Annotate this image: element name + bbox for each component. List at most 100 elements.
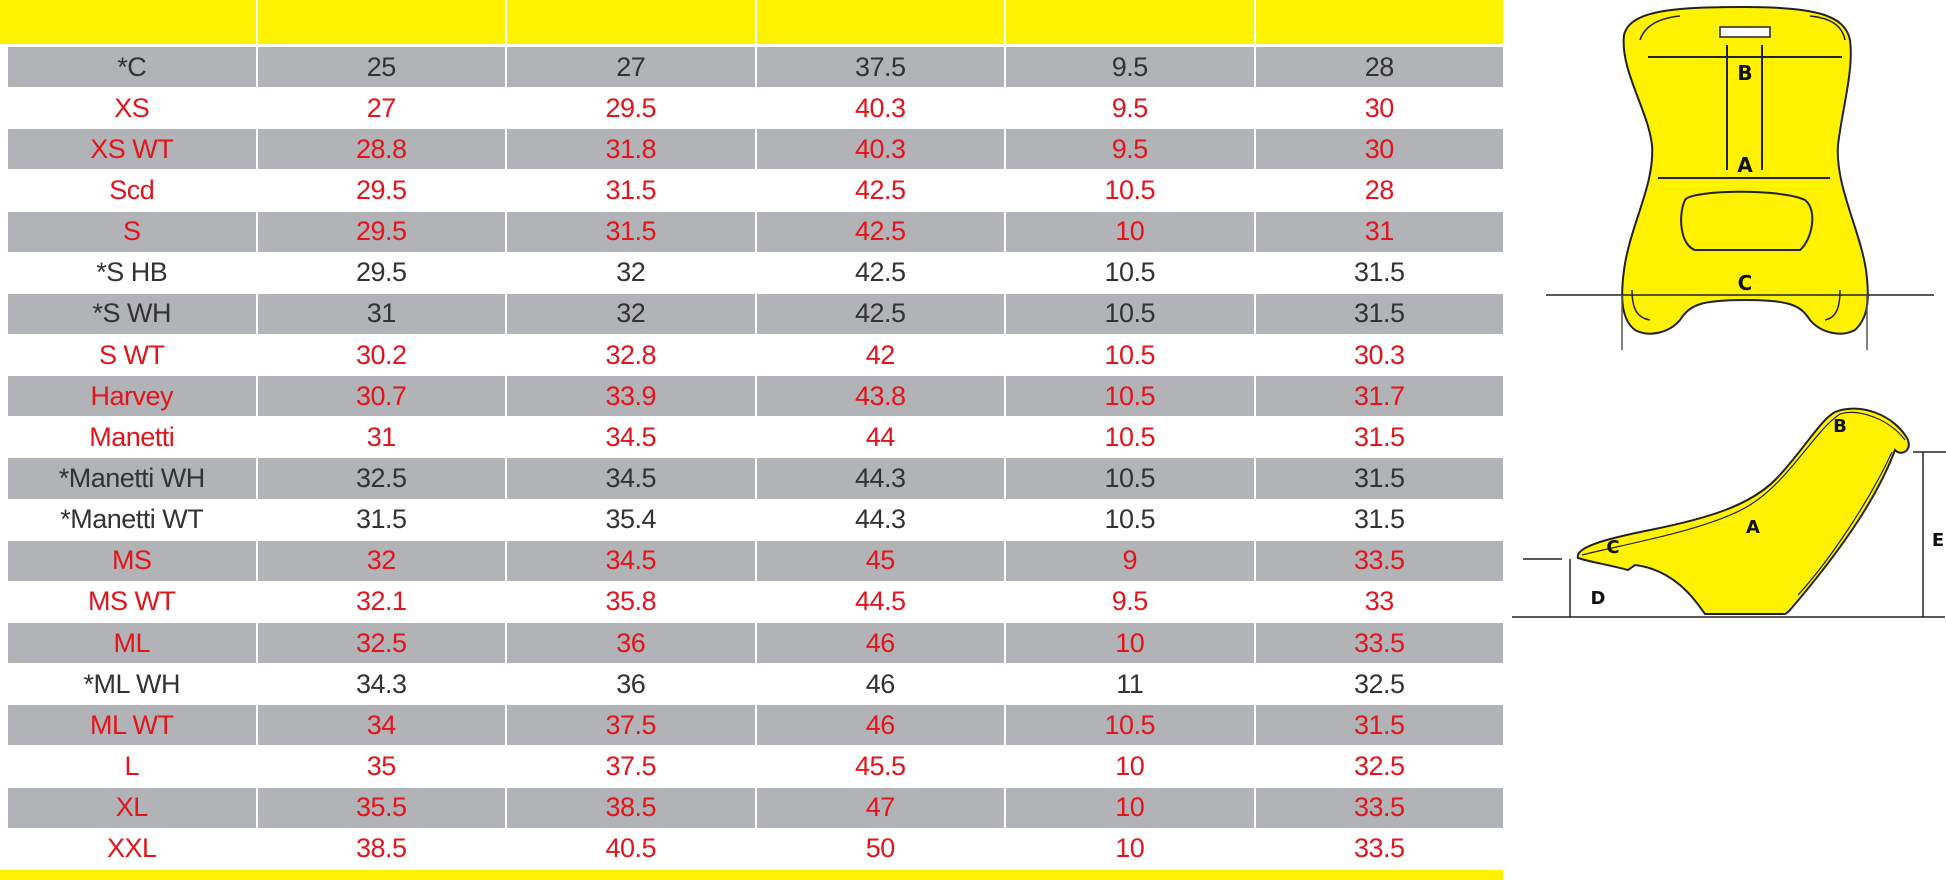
- measurement-cell: 10.5: [1004, 417, 1254, 459]
- label-e: E: [1932, 530, 1944, 551]
- label-c: C: [1606, 537, 1619, 558]
- measurement-cell: 34.5: [505, 458, 755, 500]
- measurement-cell: 31.5: [505, 211, 755, 253]
- size-name-cell: *ML WH: [8, 664, 256, 706]
- measurement-cell: 35: [255, 746, 505, 788]
- measurement-cell: 43.8: [754, 376, 1004, 418]
- measurement-cell: 32.5: [1253, 746, 1503, 788]
- measurement-cell: 33.5: [1253, 622, 1503, 665]
- size-name-cell: *C: [8, 47, 256, 89]
- table-row: L 35 37.5 45.5 10 32.5: [0, 746, 1503, 788]
- size-name-cell: XS WT: [8, 129, 256, 171]
- measurement-cell: 44.5: [754, 581, 1004, 623]
- measurement-cell: 10.5: [1004, 293, 1254, 335]
- measurement-cell: 28.8: [255, 129, 505, 171]
- measurement-cell: 33: [1253, 581, 1503, 623]
- measurement-cell: 29.5: [255, 170, 505, 212]
- measurement-cell: 30: [1253, 129, 1503, 171]
- measurement-cell: 34: [255, 705, 505, 747]
- measurement-cell: 11: [1004, 664, 1254, 706]
- measurement-cell: 10.5: [1004, 376, 1254, 418]
- measurement-cell: 35.8: [505, 581, 755, 623]
- size-name-cell: *Manetti WH: [8, 458, 256, 500]
- measurement-cell: 35.4: [505, 499, 755, 541]
- measurement-cell: 46: [754, 622, 1004, 665]
- measurement-cell: 33.5: [1253, 540, 1503, 582]
- table-row: MS WT 32.1 35.8 44.5 9.5 33: [0, 581, 1503, 623]
- label-b: B: [1737, 61, 1752, 85]
- measurement-cell: 28: [1253, 47, 1503, 89]
- measurement-cell: 31: [255, 417, 505, 459]
- measurement-cell: 9.5: [1004, 581, 1254, 623]
- size-name-cell: XXL: [8, 829, 256, 870]
- measurement-cell: 31.7: [1253, 376, 1503, 418]
- table-row: S 29.5 31.5 42.5 10 31: [0, 211, 1503, 253]
- measurement-cell: 31: [1253, 211, 1503, 253]
- measurement-cell: 46: [754, 664, 1004, 706]
- measurement-cell: 10: [1004, 787, 1254, 829]
- size-name-cell: S WT: [8, 335, 256, 377]
- measurement-cell: 10.5: [1004, 705, 1254, 747]
- table-header: [0, 0, 1503, 47]
- measurement-cell: 44.3: [754, 499, 1004, 541]
- measurement-cell: 31: [255, 293, 505, 335]
- measurement-cell: 32.5: [255, 622, 505, 665]
- measurement-cell: 36: [505, 622, 755, 665]
- measurement-cell: 30.3: [1253, 334, 1503, 377]
- measurement-cell: 47: [754, 787, 1004, 829]
- label-c: C: [1738, 271, 1753, 295]
- measurement-cell: 37.5: [505, 705, 755, 747]
- seat-diagrams: B A C B A C D E: [1512, 5, 1946, 618]
- header-cell: [505, 0, 755, 44]
- measurement-cell: 45: [754, 540, 1004, 582]
- measurement-cell: 10.5: [1004, 458, 1254, 500]
- measurement-cell: 31.5: [1253, 252, 1503, 294]
- measurement-cell: 37.5: [505, 746, 755, 788]
- size-name-cell: MS: [8, 540, 256, 582]
- measurement-cell: 10: [1004, 211, 1254, 253]
- size-name-cell: MS WT: [8, 582, 256, 623]
- measurement-cell: 10.5: [1004, 252, 1254, 294]
- measurement-cell: 10: [1004, 622, 1254, 665]
- table-row: *C 25 27 37.5 9.5 28: [0, 47, 1503, 89]
- table-row: Scd 29.5 31.5 42.5 10.5 28: [0, 170, 1503, 212]
- measurement-cell: 34.3: [255, 664, 505, 706]
- measurement-cell: 44.3: [754, 458, 1004, 500]
- measurement-cell: 9.5: [1004, 88, 1254, 130]
- measurement-cell: 31.5: [1253, 705, 1503, 747]
- size-name-cell: L: [8, 746, 256, 788]
- measurement-cell: 33.5: [1253, 787, 1503, 829]
- measurement-cell: 31.5: [1253, 499, 1503, 541]
- measurement-cell: 46: [754, 705, 1004, 747]
- measurement-cell: 34.5: [505, 540, 755, 582]
- measurement-cell: 32.5: [255, 458, 505, 500]
- table-row: ML 32.5 36 46 10 33.5: [0, 622, 1503, 665]
- measurement-cell: 32.8: [505, 334, 755, 377]
- measurement-cell: 42.5: [754, 293, 1004, 335]
- table-row: *ML WH 34.3 36 46 11 32.5: [0, 664, 1503, 706]
- size-name-cell: Manetti: [8, 417, 256, 459]
- measurement-cell: 29.5: [255, 211, 505, 253]
- measurement-cell: 10.5: [1004, 334, 1254, 377]
- measurement-cell: 9.5: [1004, 129, 1254, 171]
- measurement-cell: 31.5: [505, 170, 755, 212]
- measurement-cell: 30.7: [255, 376, 505, 418]
- size-name-cell: Harvey: [8, 376, 256, 418]
- measurement-cell: 40.3: [754, 129, 1004, 171]
- label-b: B: [1833, 416, 1847, 437]
- measurement-cell: 9.5: [1004, 47, 1254, 89]
- header-cell: [1253, 0, 1504, 44]
- measurement-cell: 32: [505, 252, 755, 294]
- measurement-cell: 27: [255, 88, 505, 130]
- measurement-cell: 31.8: [505, 129, 755, 171]
- table-row: MS 32 34.5 45 9 33.5: [0, 540, 1503, 582]
- size-name-cell: *S HB: [8, 253, 256, 294]
- measurement-cell: 37.5: [754, 47, 1004, 89]
- table-row: ML WT 34 37.5 46 10.5 31.5: [0, 705, 1503, 747]
- measurement-cell: 50: [754, 828, 1004, 870]
- size-name-cell: XS: [8, 88, 256, 130]
- seat-front-view: B A C: [1546, 5, 1934, 350]
- measurement-cell: 32.1: [255, 581, 505, 623]
- header-cell: [1004, 0, 1254, 44]
- size-name-cell: S: [8, 211, 256, 253]
